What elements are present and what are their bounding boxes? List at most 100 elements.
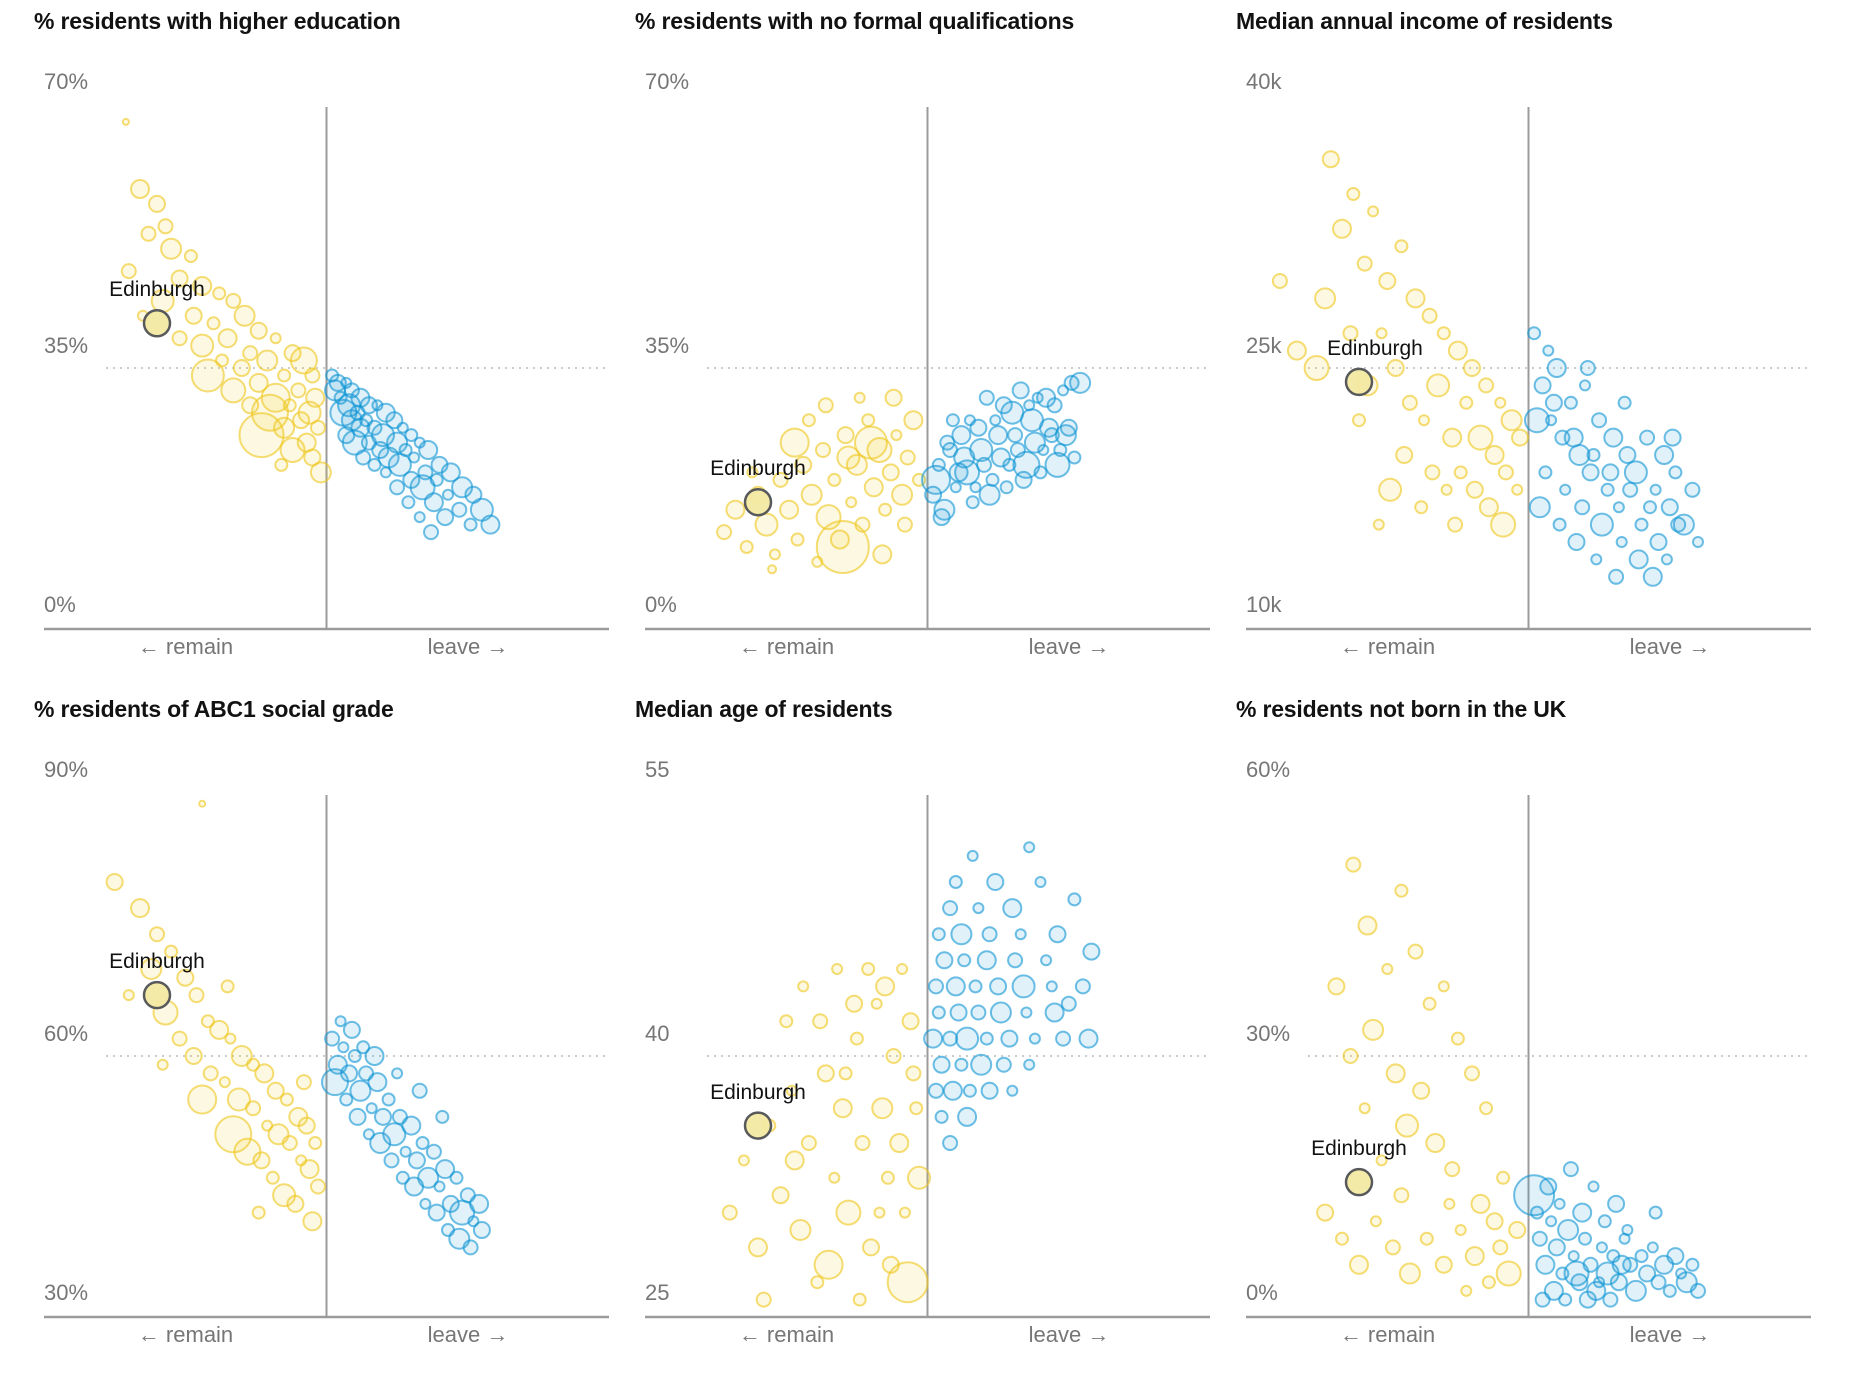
remain-bubble <box>1395 446 1414 464</box>
remain-bubble <box>767 564 778 575</box>
leave-bubble <box>999 480 1014 495</box>
chart-median-income: Median annual income of residents 40k 25… <box>1236 6 1811 694</box>
remain-bubble <box>1394 883 1409 898</box>
leave-bubble <box>433 1180 446 1193</box>
remain-bubble <box>289 346 318 375</box>
remain-bubble <box>739 540 754 554</box>
remain-bubble <box>771 1186 790 1205</box>
remain-bubble <box>269 332 282 345</box>
remain-bubble <box>746 466 759 479</box>
leave-bubble <box>1031 391 1044 404</box>
leave-bubble <box>404 1176 425 1197</box>
y-axis-min-label: 0% <box>645 592 677 617</box>
leave-bubble <box>436 508 455 527</box>
remain-bubble <box>849 1031 864 1046</box>
x-axis-leave-label: leave → <box>427 634 509 659</box>
remain-bubble <box>1447 516 1464 533</box>
leave-bubble <box>423 524 439 541</box>
remain-bubble <box>242 345 259 362</box>
leave-bubble <box>356 1040 371 1055</box>
leave-bubble <box>1690 1282 1706 1299</box>
remain-bubble <box>1384 1239 1401 1256</box>
remain-bubble <box>1321 150 1340 169</box>
remain-bubble <box>292 411 311 430</box>
remain-bubble <box>1467 424 1494 451</box>
leave-bubble <box>367 1072 388 1093</box>
remain-bubble <box>130 179 150 199</box>
remain-bubble <box>254 1063 275 1084</box>
leave-bubble <box>399 1145 412 1158</box>
remain-bubble <box>1436 326 1451 341</box>
remain-bubble <box>861 413 876 428</box>
leave-bubble <box>387 452 412 477</box>
remain-bubble <box>794 455 813 474</box>
remain-bubble <box>836 445 861 470</box>
leave-bubble <box>1535 1254 1556 1275</box>
x-axis-remain-label: ← remain <box>738 634 835 659</box>
chart-title: % residents not born in the UK <box>1236 696 1567 722</box>
leave-bubble <box>1628 549 1649 570</box>
remain-bubble <box>1421 307 1438 324</box>
leave-bubble <box>324 1030 341 1047</box>
y-axis-max-label: 40k <box>1246 69 1282 94</box>
leave-bubble <box>1568 444 1591 466</box>
leave-bubble <box>1608 568 1625 585</box>
leave-bubble <box>1639 429 1656 446</box>
remain-bubble <box>1412 1081 1431 1100</box>
leave-bubble <box>334 1015 347 1028</box>
leave-bubble <box>1623 460 1648 485</box>
remain-bubble <box>899 449 916 466</box>
edinburgh-marker <box>1344 367 1374 397</box>
x-axis-leave-label: leave → <box>1028 634 1110 659</box>
remain-bubble <box>854 425 888 460</box>
remain-bubble <box>896 516 913 533</box>
leave-bubble <box>365 1102 378 1115</box>
remain-bubble <box>1444 1161 1461 1178</box>
leave-bubble <box>1643 500 1657 515</box>
chart-median-age: Median age of residents 55 40 25 ← remai… <box>635 694 1210 1382</box>
leave-bubble <box>1654 445 1675 465</box>
leave-bubble <box>1587 1180 1600 1193</box>
y-axis-min-label: 0% <box>44 592 76 617</box>
y-axis-mid-label: 35% <box>645 333 690 358</box>
y-axis-max-label: 70% <box>645 69 690 94</box>
remain-bubble <box>140 958 163 980</box>
remain-bubble <box>183 249 198 264</box>
leave-bubble <box>1650 1274 1667 1291</box>
remain-bubble <box>1465 480 1484 499</box>
remain-bubble <box>241 396 260 415</box>
leave-bubble <box>341 429 368 456</box>
leave-bubble <box>990 447 1011 468</box>
remain-bubble <box>156 1058 169 1071</box>
leave-bubble <box>1067 450 1082 465</box>
remain-bubble <box>861 962 876 976</box>
leave-bubble <box>1618 446 1637 464</box>
leave-bubble <box>1538 465 1553 480</box>
leave-bubble <box>978 389 995 406</box>
leave-bubble <box>1048 925 1067 944</box>
edinburgh-label: Edinburgh <box>1311 1137 1407 1161</box>
leave-bubble <box>1609 1273 1628 1292</box>
leave-bubble <box>419 1197 432 1210</box>
leave-bubble <box>472 1221 491 1239</box>
edinburgh-label: Edinburgh <box>710 457 806 481</box>
x-axis-leave-label: leave → <box>427 1322 509 1347</box>
remain-bubble <box>754 512 779 537</box>
remain-bubble <box>863 477 884 498</box>
remain-bubble <box>1381 963 1394 975</box>
remain-bubble <box>1395 1113 1419 1138</box>
leave-bubble <box>404 428 419 443</box>
leave-bubble <box>1638 1264 1657 1283</box>
remain-bubble <box>1454 1224 1467 1236</box>
leave-bubble <box>1002 898 1023 919</box>
leave-bubble <box>413 511 426 524</box>
leave-bubble <box>1553 1197 1566 1210</box>
leave-bubble <box>423 492 444 513</box>
remain-bubble <box>755 1291 772 1308</box>
remain-bubble <box>1495 1260 1522 1287</box>
y-axis-min-label: 10k <box>1246 592 1282 617</box>
remain-bubble <box>1357 915 1378 936</box>
leave-bubble <box>932 1055 951 1074</box>
leave-bubble <box>1040 954 1053 967</box>
